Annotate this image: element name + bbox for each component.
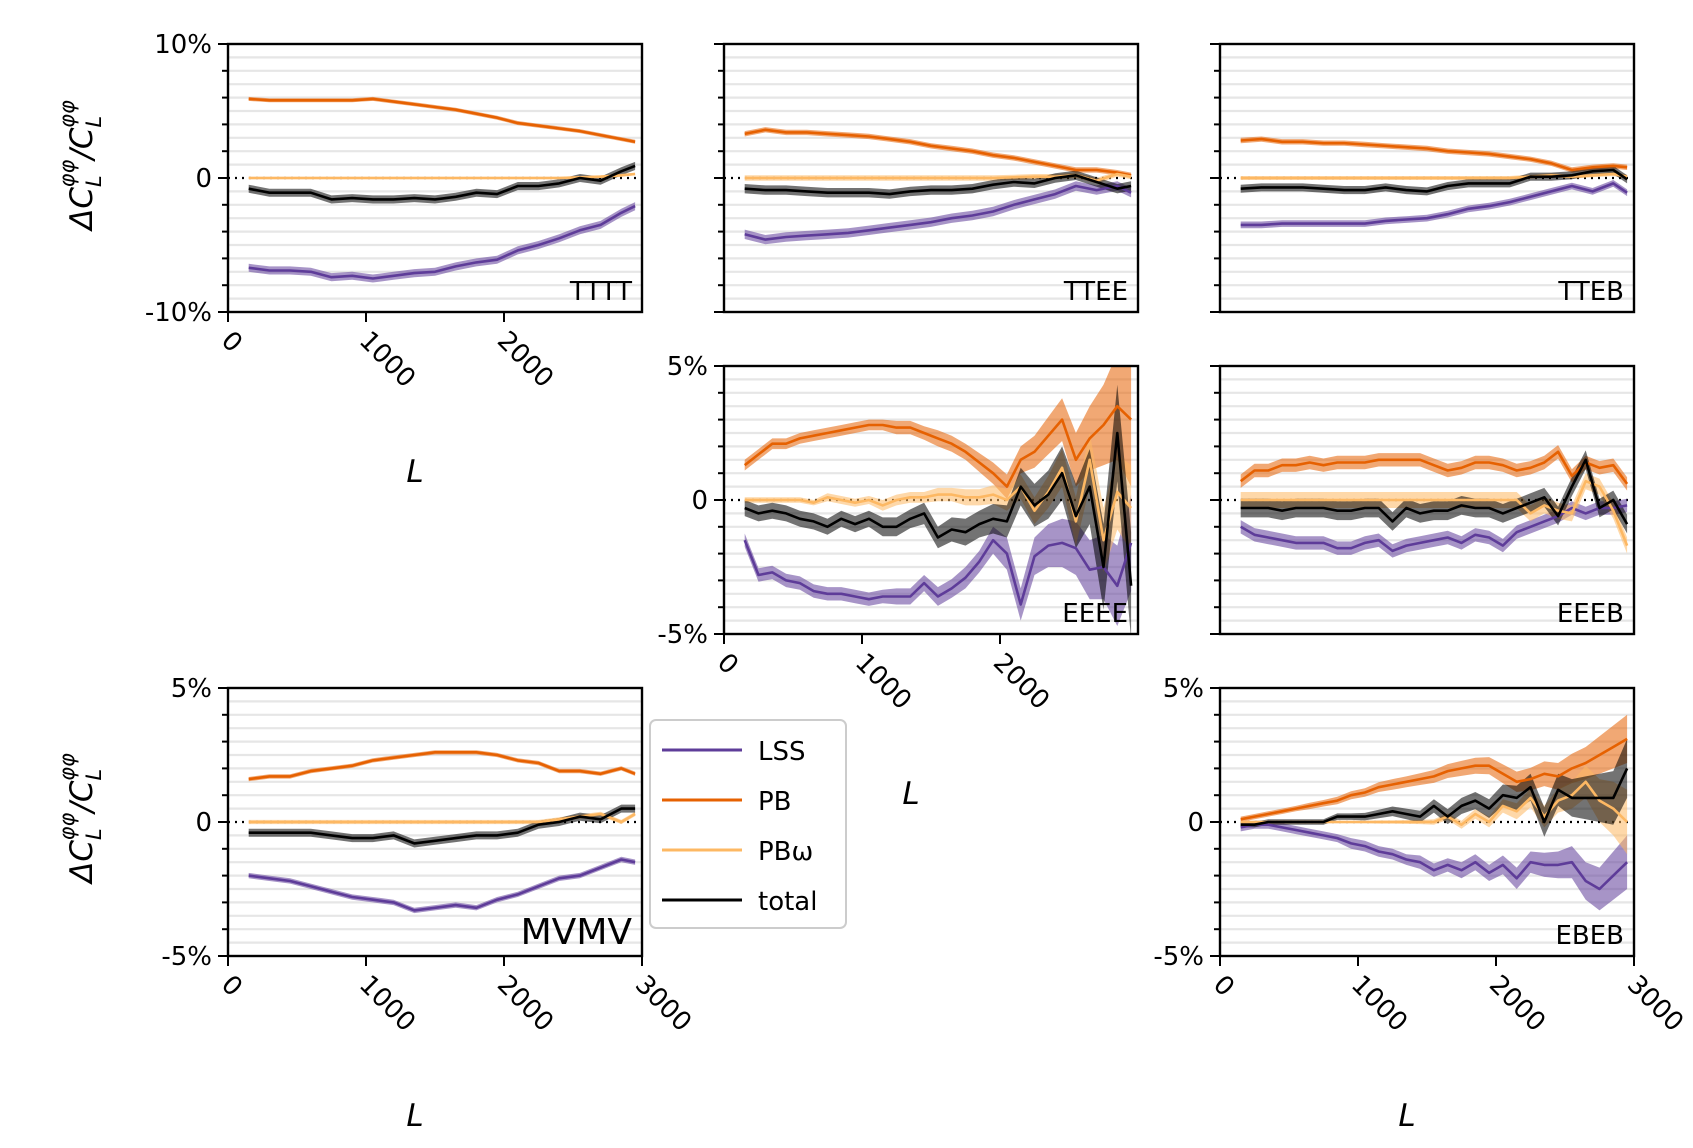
xtick-label-eeee: 0 <box>711 648 744 681</box>
line-total-ebeb <box>1240 767 1629 826</box>
panel-ttee: TTEE <box>714 42 1140 314</box>
band-total-tteb <box>1240 165 1628 196</box>
line-pb-eeeb <box>1239 450 1629 485</box>
line-pb-tttt <box>248 97 636 144</box>
band-pb-mvmv <box>248 750 636 782</box>
series-group-tttt <box>248 96 636 283</box>
series-group-mvmv <box>248 750 636 914</box>
series-group-ebeb <box>1240 714 1629 911</box>
line-total-tttt <box>248 164 636 201</box>
ytick-label-mvmv: 0 <box>195 808 212 838</box>
panel-tag-mvmv: MVMV <box>521 912 633 953</box>
band-pb-eeee <box>744 366 1132 499</box>
line-pb-ebeb <box>1240 737 1628 821</box>
band-total-eeeb <box>1240 450 1628 534</box>
xtick-label-tttt: 1000 <box>353 326 421 394</box>
panel-eeeb: EEEB <box>1210 364 1636 636</box>
line-total-mvmv <box>248 807 636 845</box>
xtick-label-ebeb: 0 <box>1207 970 1240 1003</box>
legend-label-total: total <box>758 887 817 917</box>
line-total-tteb <box>1240 168 1628 193</box>
line-lss-mvmv <box>248 858 636 912</box>
line-lss-ebeb <box>1240 823 1629 891</box>
band-lss-ttee <box>744 181 1132 245</box>
xtick-label-mvmv: 1000 <box>353 970 421 1038</box>
legend-label-pbw: PBω <box>758 837 813 867</box>
xlabel-mvmv: L <box>406 1098 423 1134</box>
line-pb-tteb <box>1240 137 1628 172</box>
band-pbw-eeee <box>744 433 1132 573</box>
ylabel-bottom: ΔCLφφ/CLφφ <box>55 753 106 885</box>
panel-tag-ttee: TTEE <box>1063 277 1128 307</box>
line-total-ttee <box>744 174 1132 196</box>
panel-tag-eeee: EEEE <box>1062 599 1128 629</box>
series-group-eeee <box>743 366 1133 634</box>
panel-tag-tttt: TTTT <box>569 277 632 307</box>
legend-label-lss: LSS <box>758 737 806 767</box>
ytick-label-eeee: 5% <box>667 352 708 382</box>
line-pb-mvmv <box>248 751 636 781</box>
ylabel-bottom-text: ΔCLφφ/CLφφ <box>55 753 106 885</box>
series-group-ttee <box>744 127 1132 245</box>
xtick-label-tttt: 0 <box>215 326 248 359</box>
xtick-label-ebeb: 1000 <box>1345 970 1413 1038</box>
line-lss-eeeb <box>1240 504 1628 553</box>
line-pb-ttee <box>744 128 1132 177</box>
ytick-label-mvmv: -5% <box>161 942 212 972</box>
xlabel-tttt: L <box>406 454 423 490</box>
line-pbw-eeeb <box>1240 479 1629 547</box>
xtick-label-tttt: 2000 <box>491 326 559 394</box>
line-lss-tteb <box>1240 182 1628 227</box>
xtick-label-mvmv: 0 <box>215 970 248 1003</box>
xtick-label-eeee: 2000 <box>987 648 1055 716</box>
xlabel-eeee: L <box>902 776 919 812</box>
line-lss-tttt <box>248 204 636 280</box>
panel-tag-tteb: TTEB <box>1557 277 1624 307</box>
line-pbw-tttt <box>248 172 636 180</box>
series-group-eeeb <box>1239 445 1629 558</box>
line-total-eeee <box>744 431 1133 586</box>
ytick-label-tttt: 0 <box>195 164 212 194</box>
legend: LSS PB PBω total <box>649 719 847 929</box>
panel-tag-ebeb: EBEB <box>1555 921 1624 951</box>
ytick-label-tttt: 10% <box>154 30 212 60</box>
ylabel-top-text: ΔCLφφ/CLφφ <box>55 100 106 232</box>
ytick-label-tttt: -10% <box>145 298 212 328</box>
xtick-label-eeee: 1000 <box>849 648 917 716</box>
line-total-eeeb <box>1240 458 1629 525</box>
xlabel-ebeb: L <box>1398 1098 1415 1134</box>
band-lss-tttt <box>248 202 636 283</box>
legend-box <box>649 719 847 929</box>
band-pb-tteb <box>1240 136 1628 173</box>
line-pb-eeee <box>743 404 1133 488</box>
ytick-label-eeee: 0 <box>691 486 708 516</box>
ytick-label-eeee: -5% <box>657 620 708 650</box>
ytick-label-ebeb: -5% <box>1153 942 1204 972</box>
band-lss-eeeb <box>1240 498 1628 558</box>
band-lss-ebeb <box>1240 820 1628 911</box>
band-pb-eeeb <box>1240 445 1628 491</box>
xtick-label-mvmv: 2000 <box>491 970 559 1038</box>
legend-label-pb: PB <box>758 787 792 817</box>
band-total-eeee <box>744 384 1132 634</box>
xtick-label-ebeb: 3000 <box>1621 970 1689 1038</box>
ytick-label-ebeb: 5% <box>1163 674 1204 704</box>
band-pbw-eeeb <box>1240 473 1628 554</box>
ytick-label-ebeb: 0 <box>1187 808 1204 838</box>
panel-tag-eeeb: EEEB <box>1557 599 1624 629</box>
line-lss-ttee <box>744 184 1132 241</box>
ytick-label-mvmv: 5% <box>171 674 212 704</box>
series-group-tteb <box>1240 136 1628 229</box>
xtick-label-mvmv: 3000 <box>629 970 697 1038</box>
ylabel-top: ΔCLφφ/CLφφ <box>55 100 106 232</box>
panel-tteb: TTEB <box>1210 42 1636 314</box>
line-lss-eeee <box>743 538 1133 606</box>
xtick-label-ebeb: 2000 <box>1483 970 1551 1038</box>
